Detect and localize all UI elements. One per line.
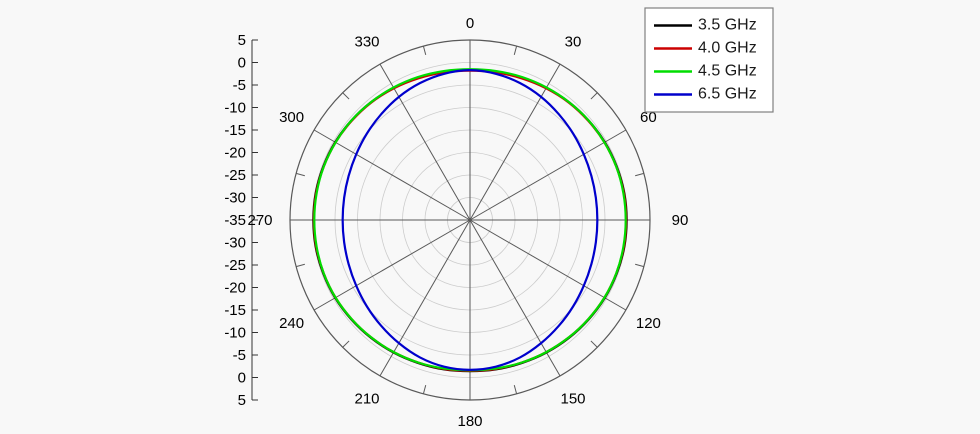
- angle-label-210: 210: [354, 390, 379, 407]
- angular-minor-tick: [635, 263, 644, 268]
- angle-label-0: 0: [466, 15, 474, 32]
- series-curve-6-5-ghz: [341, 69, 599, 371]
- legend-entry-4-0-ghz[interactable]: 4.0 GHz: [654, 40, 757, 57]
- radial-tick-label: 0: [238, 370, 246, 387]
- angle-label-330: 330: [354, 34, 379, 51]
- angle-label-150: 150: [560, 390, 585, 407]
- radial-tick-label: -25: [224, 167, 246, 184]
- angle-label-120: 120: [636, 315, 661, 332]
- legend-label: 3.5 GHz: [698, 17, 757, 34]
- radial-tick-label: -20: [224, 280, 246, 297]
- angle-label-60: 60: [640, 109, 657, 126]
- legend-label: 6.5 GHz: [698, 86, 757, 103]
- radial-tick-label: -10: [224, 100, 246, 117]
- angular-minor-tick: [422, 46, 427, 55]
- legend-label: 4.5 GHz: [698, 63, 757, 80]
- angle-label-30: 30: [565, 34, 582, 51]
- radial-tick-label: 0: [238, 55, 246, 72]
- radial-tick-label: -5: [233, 347, 246, 364]
- legend: 3.5 GHz 4.0 GHz 4.5 GHz 6.5 GHz: [644, 7, 774, 113]
- data-series-group: [312, 68, 628, 373]
- radial-tick-label: 5: [238, 32, 246, 49]
- angular-minor-tick: [296, 172, 305, 177]
- angular-minor-tick: [342, 92, 350, 100]
- outer-ring: [289, 39, 651, 401]
- angle-label-90: 90: [672, 212, 689, 229]
- angular-minor-tick: [296, 263, 305, 268]
- grid-spoke: [469, 63, 561, 221]
- angle-tick-labels: 0 30 60 90 120 150 180 210 240 270 300 330: [247, 15, 688, 430]
- angle-label-240: 240: [279, 315, 304, 332]
- grid-spoke: [469, 129, 627, 221]
- polar-spokes: [290, 40, 650, 400]
- radial-tick-label: -15: [224, 302, 246, 319]
- grid-spoke: [379, 219, 471, 377]
- angle-label-180: 180: [457, 413, 482, 430]
- angular-minor-tick: [590, 340, 598, 348]
- grid-spoke: [469, 219, 627, 311]
- angle-label-300: 300: [279, 109, 304, 126]
- angular-minor-tick: [635, 172, 644, 177]
- radial-tick-label: -10: [224, 325, 246, 342]
- legend-label: 4.0 GHz: [698, 40, 757, 57]
- radial-tick-label: -35: [224, 212, 246, 229]
- grid-spoke: [313, 129, 471, 221]
- radial-tick-label: -5: [233, 77, 246, 94]
- radial-tick-label: 5: [238, 392, 246, 409]
- polar-outer-ring: [289, 39, 651, 401]
- angular-minor-tick: [422, 385, 427, 394]
- radial-tick-labels: 5 0 -5 -10 -15 -20 -25 -30 -35 -30 -25 -20 -15 -10 -5 0…: [224, 32, 246, 409]
- angular-minor-ticks: [296, 46, 644, 394]
- angular-minor-tick: [513, 385, 518, 394]
- radial-tick-label: -15: [224, 122, 246, 139]
- radial-tick-label: -20: [224, 145, 246, 162]
- angular-minor-tick: [513, 46, 518, 55]
- legend-entry-4-5-ghz[interactable]: 4.5 GHz: [654, 63, 757, 80]
- angle-label-270: 270: [247, 212, 272, 229]
- angular-minor-tick: [342, 340, 350, 348]
- legend-entry-3-5-ghz[interactable]: 3.5 GHz: [654, 17, 757, 34]
- grid-spoke: [379, 63, 471, 221]
- grid-spoke: [469, 219, 561, 377]
- radial-tick-label: -30: [224, 190, 246, 207]
- angular-minor-tick: [590, 92, 598, 100]
- radial-tick-label: -25: [224, 257, 246, 274]
- radial-axis: [251, 39, 258, 401]
- legend-entry-6-5-ghz[interactable]: 6.5 GHz: [654, 86, 757, 103]
- radial-tick-label: -30: [224, 235, 246, 252]
- grid-spoke: [313, 219, 471, 311]
